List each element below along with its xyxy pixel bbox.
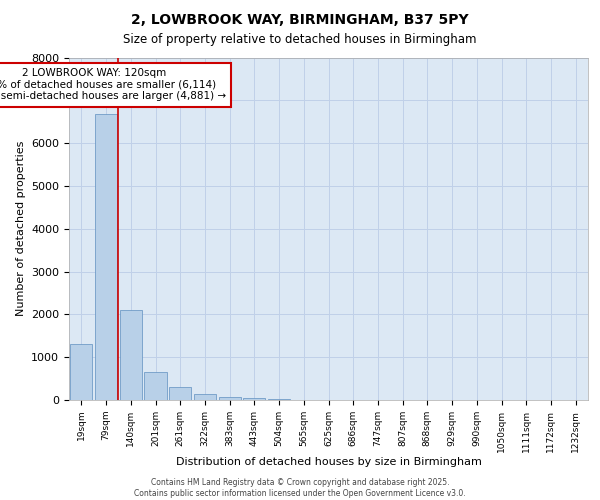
Text: 2, LOWBROOK WAY, BIRMINGHAM, B37 5PY: 2, LOWBROOK WAY, BIRMINGHAM, B37 5PY [131,12,469,26]
Text: Contains HM Land Registry data © Crown copyright and database right 2025.
Contai: Contains HM Land Registry data © Crown c… [134,478,466,498]
Bar [243,398,265,400]
Bar [194,394,216,400]
Bar [95,114,117,400]
Text: Size of property relative to detached houses in Birmingham: Size of property relative to detached ho… [123,32,477,46]
Bar [169,387,191,400]
Text: 2 LOWBROOK WAY: 120sqm
← 55% of detached houses are smaller (6,114)
44% of semi-: 2 LOWBROOK WAY: 120sqm ← 55% of detached… [0,68,226,102]
Y-axis label: Number of detached properties: Number of detached properties [16,141,26,316]
Bar [218,396,241,400]
Bar [119,310,142,400]
Bar [145,372,167,400]
Bar [70,344,92,400]
X-axis label: Distribution of detached houses by size in Birmingham: Distribution of detached houses by size … [176,458,481,468]
